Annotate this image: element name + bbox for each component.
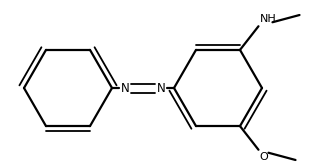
Text: O: O — [260, 152, 268, 162]
Text: NH: NH — [260, 14, 276, 24]
Text: N: N — [121, 82, 129, 94]
Text: N: N — [156, 82, 165, 94]
